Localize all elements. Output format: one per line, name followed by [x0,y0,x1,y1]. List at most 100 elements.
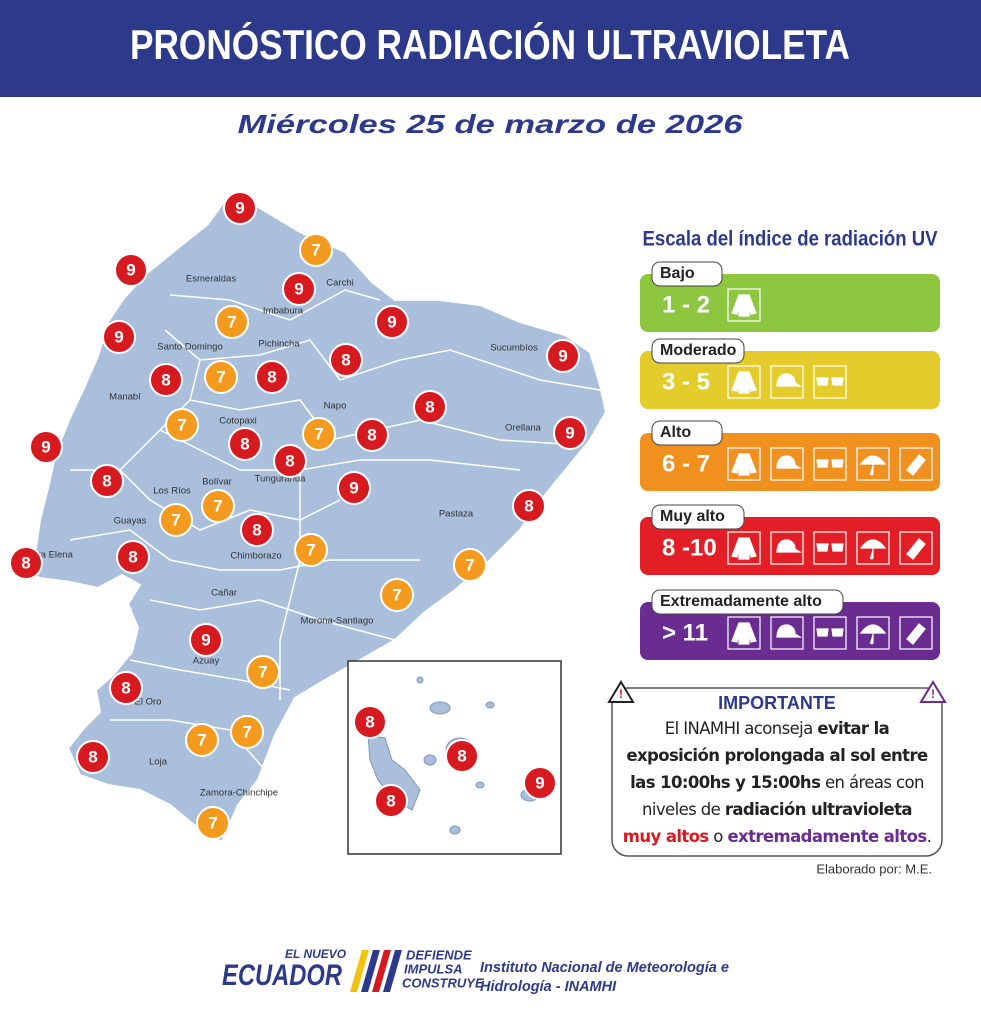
slogan: CONSTRUYE [402,975,484,990]
province-label: Pichincha [258,339,300,350]
important-segment: radiación ultravioleta [724,800,913,819]
uv-marker [149,363,183,397]
province-label: Morona-Santiago [301,616,374,627]
uv-value: 8 [524,496,533,515]
uv-marker [553,416,587,450]
uv-value: 9 [126,260,135,279]
scale-title: Escala del índice de radiación UV [643,228,938,251]
uv-value: 8 [457,746,466,765]
province-label: Napo [324,401,347,412]
uv-value: 7 [258,662,267,681]
icon [731,371,757,394]
uv-value: 8 [88,747,97,766]
uv-marker [512,489,546,523]
uv-marker [282,272,316,306]
icon [731,453,757,476]
slogan: DEFIENDE [406,947,472,962]
important-segment: El INAMHI aconseja [664,719,818,738]
province-label: Orellana [505,423,542,434]
ecuador-outline [16,194,608,844]
uv-value: 7 [392,585,401,604]
svg-text:!: ! [619,687,623,701]
uv-value: 8 [240,434,249,453]
icon-frame [727,288,761,322]
icon [776,624,803,638]
uv-value: 8 [121,678,130,697]
uv-marker [546,339,580,373]
uv-value: 7 [216,367,225,386]
uv-value: 7 [465,555,474,574]
uv-value: 8 [367,425,376,444]
province-label: Pastaza [439,509,474,520]
warning-right: ! [919,680,947,703]
level-tab [651,589,844,615]
logo-main: ECUADOR [222,959,342,992]
icon-frame [856,447,890,481]
icon-frame [856,616,890,650]
province-label: Cañar [211,588,237,599]
icon-frame [856,531,890,565]
uv-value: 8 [252,520,261,539]
province-label: Cotopaxi [219,416,257,427]
uv-marker [228,427,262,461]
level-range: > 11 [662,619,708,646]
title: PRONÓSTICO RADIACIÓN ULTRAVIOLETA [130,20,850,68]
uv-value: 7 [227,312,236,331]
province-label: Imbabura [263,306,304,317]
uv-marker [189,623,223,657]
level-name: Alto [660,424,691,441]
level-name: Moderado [660,342,737,359]
uv-value: 9 [235,198,244,217]
icon [816,543,844,552]
uv-marker [29,430,63,464]
uv-marker [299,233,333,267]
uv-value: 9 [565,423,574,442]
icon [906,454,926,476]
uv-marker [102,320,136,354]
uv-value: 7 [208,813,217,832]
icon [731,537,757,560]
province-label: Bolívar [202,477,232,488]
header-bar [0,0,981,97]
uv-marker [201,489,235,523]
uv-value: 8 [386,791,395,810]
scale-level: Extremadamente alto > 11 [640,589,940,660]
uv-marker [185,723,219,757]
icon-frame [899,531,933,565]
icon [859,624,887,645]
important-segment: evitar la exposición prolongada al sol e… [626,719,928,792]
icon [816,377,844,386]
uv-value: 9 [558,346,567,365]
uv-marker [116,540,150,574]
uv-value: 7 [177,415,186,434]
province-label: Chimborazo [230,551,281,562]
uv-value: 9 [535,773,544,792]
uv-marker [240,513,274,547]
province-label: Azuay [193,656,220,667]
uv-marker [375,305,409,339]
icon [816,459,844,468]
level-box [640,274,940,332]
logo-top: EL NUEVO [285,947,347,961]
icon-frame [813,365,847,399]
warning-left: ! [607,680,635,703]
uv-value: 7 [314,424,323,443]
icon [731,622,757,645]
scale-level: Bajo 1 - 2 [640,261,940,332]
uv-marker [204,360,238,394]
important-segment: muy altos [622,827,709,846]
uv-value: 7 [242,722,251,741]
gulf [100,602,132,640]
level-range: 3 - 5 [662,368,710,395]
uv-marker [355,418,389,452]
uv-marker [223,191,257,225]
uv-value: 9 [41,437,50,456]
scale-level: Moderado 3 - 5 [640,338,940,409]
level-name: Muy alto [660,508,725,525]
uv-marker [453,548,487,582]
icon-frame [770,531,804,565]
level-range: 8 -10 [662,534,717,561]
important-segment: extremadamente altos [727,827,927,846]
